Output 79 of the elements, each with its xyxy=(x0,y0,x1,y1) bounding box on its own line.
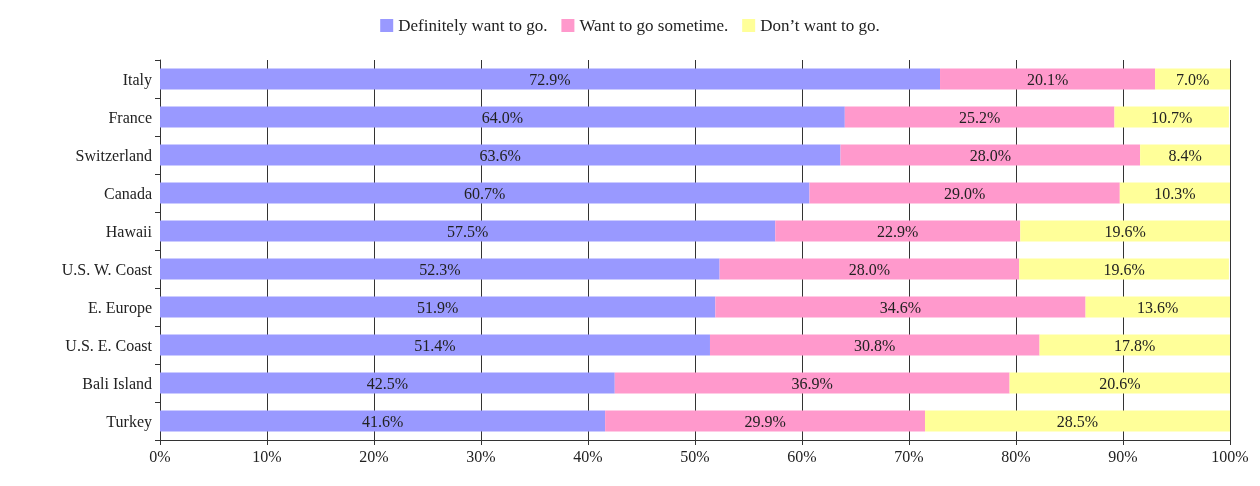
x-tick-label: 70% xyxy=(894,447,924,465)
y-tick-label: France xyxy=(108,108,152,126)
y-tick-label: Italy xyxy=(122,70,152,89)
data-label: 64.0% xyxy=(481,108,524,126)
bar xyxy=(709,334,1040,356)
bar xyxy=(719,258,1020,280)
bar xyxy=(160,182,810,204)
y-tick-label: Switzerland xyxy=(75,146,152,164)
data-label: 51.4% xyxy=(414,336,456,354)
data-label: 60.7% xyxy=(464,184,506,202)
bar xyxy=(940,68,1156,90)
bar xyxy=(160,296,716,318)
legend-label: Want to go sometime. xyxy=(579,16,729,35)
data-label: 25.2% xyxy=(958,108,1001,126)
legend-label: Don’t want to go. xyxy=(760,16,880,35)
x-tick-label: 50% xyxy=(680,447,710,465)
x-tick-label: 90% xyxy=(1108,447,1138,465)
data-label: 52.3% xyxy=(419,260,461,278)
x-tick-label: 30% xyxy=(466,447,496,465)
x-tick-label: 40% xyxy=(573,447,603,465)
y-tick-label: Hawaii xyxy=(105,222,153,240)
bar xyxy=(840,144,1141,166)
data-label: 34.6% xyxy=(879,298,922,316)
data-label: 57.5% xyxy=(446,222,489,240)
data-label: 20.6% xyxy=(1099,374,1141,392)
data-label: 41.6% xyxy=(361,412,404,430)
x-tick-label: 80% xyxy=(1001,447,1031,465)
data-label: 28.5% xyxy=(1056,412,1099,430)
bar xyxy=(160,258,720,280)
bar xyxy=(775,220,1021,242)
legend-label: Definitely want to go. xyxy=(398,16,548,35)
x-tick-label: 0% xyxy=(149,447,171,465)
data-label: 36.9% xyxy=(791,374,833,392)
bar xyxy=(160,410,606,432)
data-label: 30.8% xyxy=(854,336,896,354)
y-tick-label: E. Europe xyxy=(88,298,152,317)
data-label: 7.0% xyxy=(1175,70,1210,88)
data-label: 28.0% xyxy=(848,260,891,278)
bar xyxy=(809,182,1120,204)
y-tick-label: Canada xyxy=(104,184,152,202)
bar xyxy=(1039,334,1230,356)
x-tick-label: 10% xyxy=(252,447,282,465)
x-tick-label: 60% xyxy=(787,447,817,465)
bar xyxy=(614,372,1010,394)
data-label: 13.6% xyxy=(1137,298,1179,316)
data-label: 28.0% xyxy=(969,146,1011,164)
data-label: 10.7% xyxy=(1151,108,1193,126)
data-label: 10.3% xyxy=(1154,184,1196,202)
x-tick-label: 100% xyxy=(1211,447,1249,465)
bar xyxy=(160,144,841,166)
bar xyxy=(160,106,845,128)
data-label: 19.6% xyxy=(1104,222,1146,240)
bar xyxy=(1019,258,1229,280)
bar xyxy=(160,334,710,356)
y-tick-label: U.S. W. Coast xyxy=(61,260,153,278)
bar xyxy=(925,410,1230,432)
bar xyxy=(1020,220,1230,242)
data-label: 22.9% xyxy=(877,222,919,240)
bar xyxy=(605,410,926,432)
x-tick-label: 20% xyxy=(359,447,389,465)
bar xyxy=(160,68,941,90)
y-tick-label: U.S. E. Coast xyxy=(65,336,153,354)
data-label: 72.9% xyxy=(529,70,571,88)
data-label: 42.5% xyxy=(366,374,409,392)
data-label: 51.9% xyxy=(417,298,459,316)
y-tick-label: Turkey xyxy=(106,412,152,431)
bar xyxy=(1009,372,1230,394)
bar xyxy=(160,220,776,242)
data-label: 19.6% xyxy=(1103,260,1145,278)
bar xyxy=(844,106,1115,128)
data-label: 8.4% xyxy=(1168,146,1202,164)
bar xyxy=(715,296,1086,318)
bar xyxy=(160,372,615,394)
data-label: 29.9% xyxy=(744,412,786,430)
y-tick-label: Bali Island xyxy=(82,374,152,392)
data-label: 20.1% xyxy=(1026,70,1069,88)
data-label: 29.0% xyxy=(943,184,986,202)
data-label: 17.8% xyxy=(1114,336,1156,354)
data-label: 63.6% xyxy=(479,146,521,164)
